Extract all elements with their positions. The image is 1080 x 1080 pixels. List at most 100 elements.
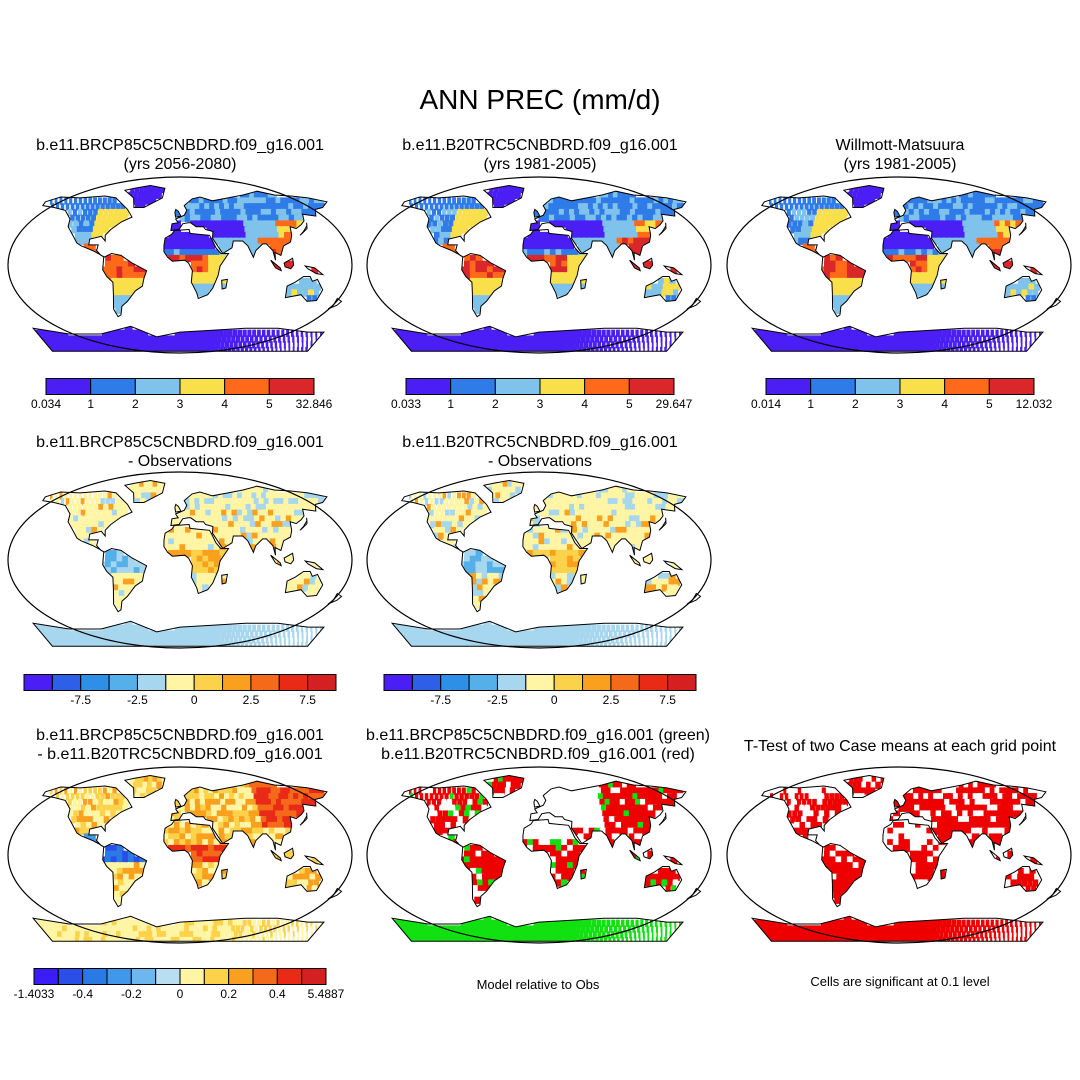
coastline-indonesia-1 bbox=[629, 849, 642, 862]
colorbar-tick-label: -2.5 bbox=[487, 693, 508, 707]
panel-6-title-line2: - b.e11.B20TRC5CNBDRD.f09_g16.001 bbox=[37, 746, 323, 763]
coastline-japan bbox=[658, 222, 667, 236]
coastline-indonesia-2 bbox=[283, 552, 295, 565]
colorbar-box bbox=[203, 968, 230, 985]
coastlines bbox=[31, 184, 343, 352]
map-border bbox=[366, 766, 712, 944]
colorbar-tick-label: 4 bbox=[221, 397, 228, 411]
coastlines bbox=[31, 479, 343, 647]
panel-1-map bbox=[7, 176, 353, 354]
coastline-indonesia-2 bbox=[283, 257, 295, 270]
coastline-antarctica bbox=[390, 915, 684, 942]
colorbar-box bbox=[224, 378, 270, 395]
coastline-new-guinea bbox=[303, 855, 325, 866]
coastline-uk bbox=[893, 208, 901, 218]
coastline-indonesia-2 bbox=[283, 847, 295, 860]
coastlines bbox=[750, 774, 1062, 942]
coastline-north-america bbox=[400, 785, 492, 848]
panel-5-title-line2: - Observations bbox=[487, 453, 593, 470]
colorbar-tick-label: 0.033 bbox=[390, 397, 422, 411]
coastline-japan bbox=[658, 812, 667, 826]
coastline-europe-asia bbox=[529, 780, 687, 851]
colorbar-tick-label: -1.4033 bbox=[13, 987, 55, 1001]
coastline-antarctica bbox=[31, 620, 325, 647]
colorbar-box bbox=[405, 378, 452, 395]
coastline-greenland bbox=[842, 774, 885, 798]
colorbar-box bbox=[854, 378, 901, 395]
panel-2-map bbox=[366, 176, 712, 354]
colorbar-box bbox=[136, 674, 167, 691]
colorbar-tick-label: 0.2 bbox=[220, 987, 237, 1001]
panel-3-title: Willmott-Matsuura (yrs 1981-2005) bbox=[720, 136, 1080, 174]
colorbar-box bbox=[179, 968, 205, 985]
colorbar-tick-label: 2.5 bbox=[242, 693, 260, 707]
coastline-japan bbox=[1018, 222, 1027, 236]
coastline-indonesia-1 bbox=[270, 259, 283, 272]
colorbar-box bbox=[108, 674, 138, 691]
panel-5-colorbar: -7.5 -2.5 0 2.5 7.5 bbox=[383, 674, 697, 714]
coastline-uk bbox=[174, 503, 182, 513]
colorbar-box bbox=[278, 674, 309, 691]
coastline-uk bbox=[533, 503, 541, 513]
coastline-africa bbox=[882, 818, 949, 890]
coastline-north-america bbox=[41, 490, 133, 553]
coastline-madagascar bbox=[221, 573, 229, 585]
coastline-indonesia-2 bbox=[642, 552, 654, 565]
coastline-north-america bbox=[400, 195, 492, 258]
colorbar-box bbox=[582, 674, 612, 691]
colorbar-box bbox=[383, 674, 413, 691]
coastline-south-america bbox=[461, 842, 507, 908]
colorbar-box bbox=[411, 674, 442, 691]
panel-4-map bbox=[7, 471, 353, 649]
coastline-indonesia-1 bbox=[989, 259, 1002, 272]
coastline-south-america bbox=[821, 252, 867, 318]
coastline-new-guinea bbox=[303, 560, 325, 571]
coastline-indonesia-1 bbox=[270, 849, 283, 862]
panel-7-note: Model relative to Obs bbox=[476, 977, 600, 992]
colorbar-box bbox=[51, 674, 82, 691]
colorbar-box bbox=[810, 378, 856, 395]
colorbar-tick-label: 4 bbox=[941, 397, 948, 411]
coastlines bbox=[31, 774, 343, 942]
colorbar-tick-label: 5.4887 bbox=[307, 987, 345, 1001]
colorbar-box bbox=[250, 674, 280, 691]
coastline-europe-asia bbox=[170, 190, 328, 261]
coastline-africa bbox=[163, 228, 230, 300]
colorbar-tick-label: 1 bbox=[807, 397, 814, 411]
colorbar-tick-label: -0.2 bbox=[120, 987, 142, 1001]
colorbar-box bbox=[134, 378, 181, 395]
coastline-antarctica bbox=[31, 325, 325, 352]
panel-6-title: b.e11.BRCP85C5CNBDRD.f09_g16.001 - b.e11… bbox=[0, 726, 360, 764]
coastline-greenland bbox=[123, 184, 166, 208]
coastline-madagascar bbox=[580, 278, 588, 290]
coastline-africa bbox=[163, 818, 230, 890]
coastline-madagascar bbox=[940, 868, 948, 880]
coastline-south-america bbox=[461, 252, 507, 318]
panel-6-title-line1: b.e11.BRCP85C5CNBDRD.f09_g16.001 bbox=[36, 727, 324, 744]
coastline-uk bbox=[174, 798, 182, 808]
coastlines bbox=[390, 774, 702, 942]
colorbar-box bbox=[155, 968, 181, 985]
coastline-europe-asia bbox=[170, 485, 328, 556]
colorbar-box bbox=[222, 674, 252, 691]
colorbar-tick-label: 4 bbox=[581, 397, 588, 411]
panel-8-map bbox=[726, 766, 1072, 944]
colorbar-box bbox=[301, 968, 327, 985]
colorbar-box bbox=[276, 968, 303, 985]
colorbar-box bbox=[80, 674, 110, 691]
colorbar-box bbox=[307, 674, 337, 691]
coastline-new-guinea bbox=[1022, 265, 1044, 276]
colorbar-tick-label: 3 bbox=[176, 397, 184, 411]
colorbar-box bbox=[525, 674, 555, 691]
coastline-indonesia-2 bbox=[1002, 847, 1014, 860]
coastline-uk bbox=[533, 208, 541, 218]
coastline-japan bbox=[1018, 812, 1027, 826]
coastline-new-guinea bbox=[662, 855, 684, 866]
colorbar-boxes bbox=[23, 674, 337, 691]
map-border bbox=[7, 766, 353, 944]
coastline-australia bbox=[284, 866, 324, 892]
colorbar-box bbox=[628, 378, 675, 395]
colorbar-box bbox=[610, 674, 640, 691]
coastline-europe-asia bbox=[529, 485, 687, 556]
colorbar-box bbox=[584, 378, 630, 395]
